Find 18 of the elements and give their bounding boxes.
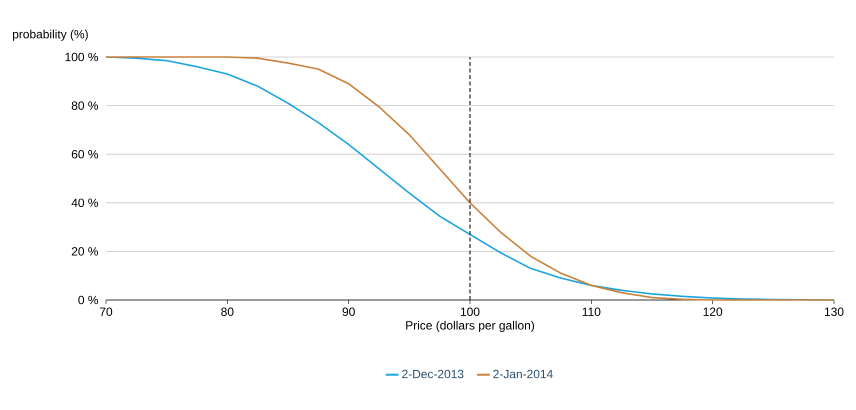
y-axis-title: probability (%) [12,30,88,41]
x-tick-label: 110 [582,308,600,316]
y-tick-label: 60 % [72,150,98,158]
y-tick-label: 20 % [72,247,98,256]
legend-label: 2-Jan-2014 [493,370,553,378]
x-tick-label: 70 [100,308,112,316]
x-tick-label: 80 [221,308,234,316]
line-series [105,56,835,301]
x-tick-label: 130 [824,308,844,316]
x-tick-label: 120 [704,308,722,316]
x-tick-label: 90 [342,308,355,316]
x-tick-label: 100 [460,308,480,316]
y-tick-label: 80 % [72,101,98,110]
y-tick-label: 0 % [78,296,98,304]
x-axis-title: Price (dollars per gallon) [406,320,534,332]
y-tick-label: 40 % [72,198,98,208]
y-tick-label: 100 % [65,52,98,62]
legend-label: 2-Dec-2013 [402,370,464,378]
